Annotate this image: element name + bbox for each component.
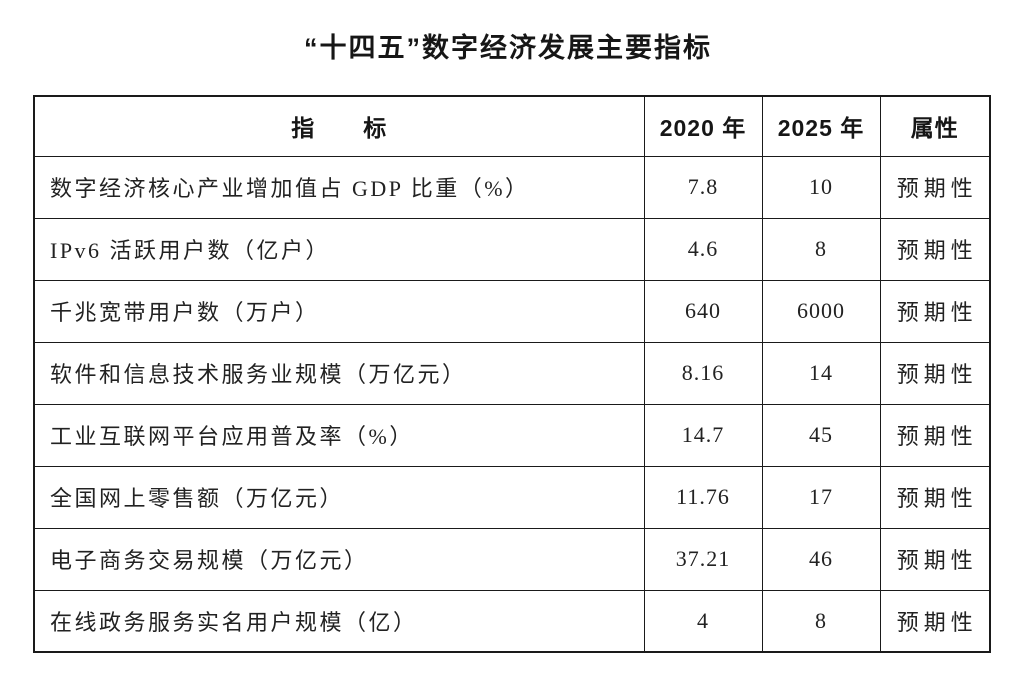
value-2025-cell: 8	[761, 217, 881, 281]
page-title: “十四五”数字经济发展主要指标	[304, 33, 712, 63]
table-row: 数字经济核心产业增加值占 GDP 比重（%） 7.8 10 预期性	[33, 155, 991, 219]
indicator-table: 指 标 2020 年 2025 年 属性 数字经济核心产业增加值占 GDP 比重…	[33, 95, 991, 653]
value-2025-cell: 14	[761, 341, 881, 405]
value-2025-cell: 10	[761, 155, 881, 219]
value-2020-cell: 14.7	[643, 403, 763, 467]
indicator-cell: 软件和信息技术服务业规模（万亿元）	[33, 341, 645, 405]
attribute-cell: 预期性	[879, 527, 991, 591]
indicator-cell: 工业互联网平台应用普及率（%）	[33, 403, 645, 467]
value-2025-cell: 17	[761, 465, 881, 529]
value-2020-cell: 4	[643, 589, 763, 653]
attribute-cell: 预期性	[879, 403, 991, 467]
table-row: 千兆宽带用户数（万户） 640 6000 预期性	[33, 279, 991, 343]
column-header-2025: 2025 年	[761, 95, 881, 157]
attribute-cell: 预期性	[879, 341, 991, 405]
value-2020-cell: 640	[643, 279, 763, 343]
indicator-cell: 数字经济核心产业增加值占 GDP 比重（%）	[33, 155, 645, 219]
attribute-cell: 预期性	[879, 155, 991, 219]
attribute-cell: 预期性	[879, 589, 991, 653]
indicator-cell: 千兆宽带用户数（万户）	[33, 279, 645, 343]
table-row: 工业互联网平台应用普及率（%） 14.7 45 预期性	[33, 403, 991, 467]
value-2020-cell: 7.8	[643, 155, 763, 219]
attribute-cell: 预期性	[879, 465, 991, 529]
indicator-cell: 在线政务服务实名用户规模（亿）	[33, 589, 645, 653]
table-row: IPv6 活跃用户数（亿户） 4.6 8 预期性	[33, 217, 991, 281]
column-header-indicator: 指 标	[33, 95, 645, 157]
column-header-attribute: 属性	[879, 95, 991, 157]
value-2020-cell: 11.76	[643, 465, 763, 529]
table-header-row: 指 标 2020 年 2025 年 属性	[33, 95, 991, 157]
column-header-2020: 2020 年	[643, 95, 763, 157]
value-2025-cell: 46	[761, 527, 881, 591]
value-2020-cell: 37.21	[643, 527, 763, 591]
attribute-cell: 预期性	[879, 279, 991, 343]
value-2025-cell: 45	[761, 403, 881, 467]
table-row: 软件和信息技术服务业规模（万亿元） 8.16 14 预期性	[33, 341, 991, 405]
table-row: 全国网上零售额（万亿元） 11.76 17 预期性	[33, 465, 991, 529]
table-row: 电子商务交易规模（万亿元） 37.21 46 预期性	[33, 527, 991, 591]
indicator-cell: IPv6 活跃用户数（亿户）	[33, 217, 645, 281]
indicator-cell: 全国网上零售额（万亿元）	[33, 465, 645, 529]
value-2020-cell: 8.16	[643, 341, 763, 405]
indicator-cell: 电子商务交易规模（万亿元）	[33, 527, 645, 591]
value-2020-cell: 4.6	[643, 217, 763, 281]
value-2025-cell: 6000	[761, 279, 881, 343]
table-row: 在线政务服务实名用户规模（亿） 4 8 预期性	[33, 589, 991, 653]
value-2025-cell: 8	[761, 589, 881, 653]
attribute-cell: 预期性	[879, 217, 991, 281]
